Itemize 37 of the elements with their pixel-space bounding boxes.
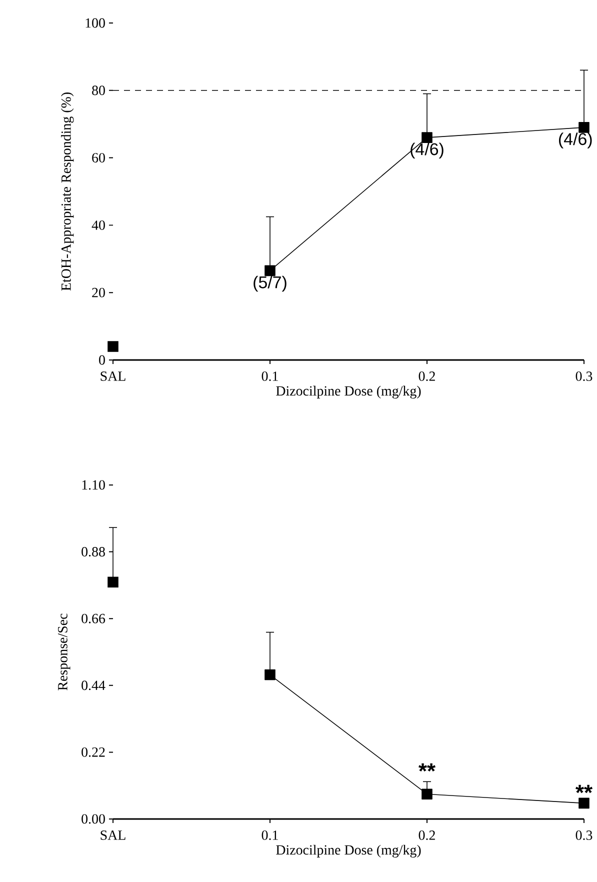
point (578, 122, 590, 133)
y-tick-label: 0.00 (82, 814, 105, 824)
point (422, 132, 432, 143)
x-tick-label: SAL (100, 372, 126, 381)
y-tick-label: 60 (92, 153, 105, 162)
point (578, 798, 590, 809)
x-tick-label: SAL (100, 830, 126, 840)
point (422, 788, 432, 800)
y-tick-label: 80 (92, 86, 105, 96)
y-tick-label: 20 (92, 288, 105, 298)
y-tick-label: 0.22 (82, 747, 105, 757)
x-axis-title: Dizocilpine Dose (mg/kg) (276, 386, 421, 399)
point (108, 576, 118, 588)
x-tick-label: 0.3 (576, 830, 592, 840)
y-tick-label: 0 (99, 355, 105, 365)
y-tick-label: 100 (86, 18, 105, 28)
y-tick-label: 0.88 (82, 547, 105, 557)
y-axis-title: EtOH-Appropriate Responding (%) (61, 92, 74, 291)
x-tick-label: 0.1 (262, 372, 278, 381)
x-tick-label: 0.2 (418, 372, 435, 381)
y-tick-label: 0.44 (82, 680, 106, 690)
point (108, 341, 118, 352)
point (264, 669, 276, 680)
y-tick-label: 0.66 (82, 614, 106, 624)
x-tick-label: 0.2 (418, 830, 435, 840)
x-tick-label: 0.3 (576, 372, 592, 381)
annotation: (5/7) (254, 276, 286, 292)
point (264, 265, 276, 276)
x-axis-title: Dizocilpine Dose (mg/kg) (276, 844, 421, 858)
annotation: ** (576, 784, 593, 794)
annotation: ** (418, 763, 436, 772)
y-tick-label: 1.10 (82, 480, 105, 490)
y-tick-label: 40 (92, 220, 105, 230)
annotation: (4/6) (559, 132, 592, 148)
annotation: (4/6) (410, 142, 444, 159)
y-axis-title: Response/Sec (58, 614, 70, 690)
x-tick-label: 0.1 (262, 830, 278, 840)
